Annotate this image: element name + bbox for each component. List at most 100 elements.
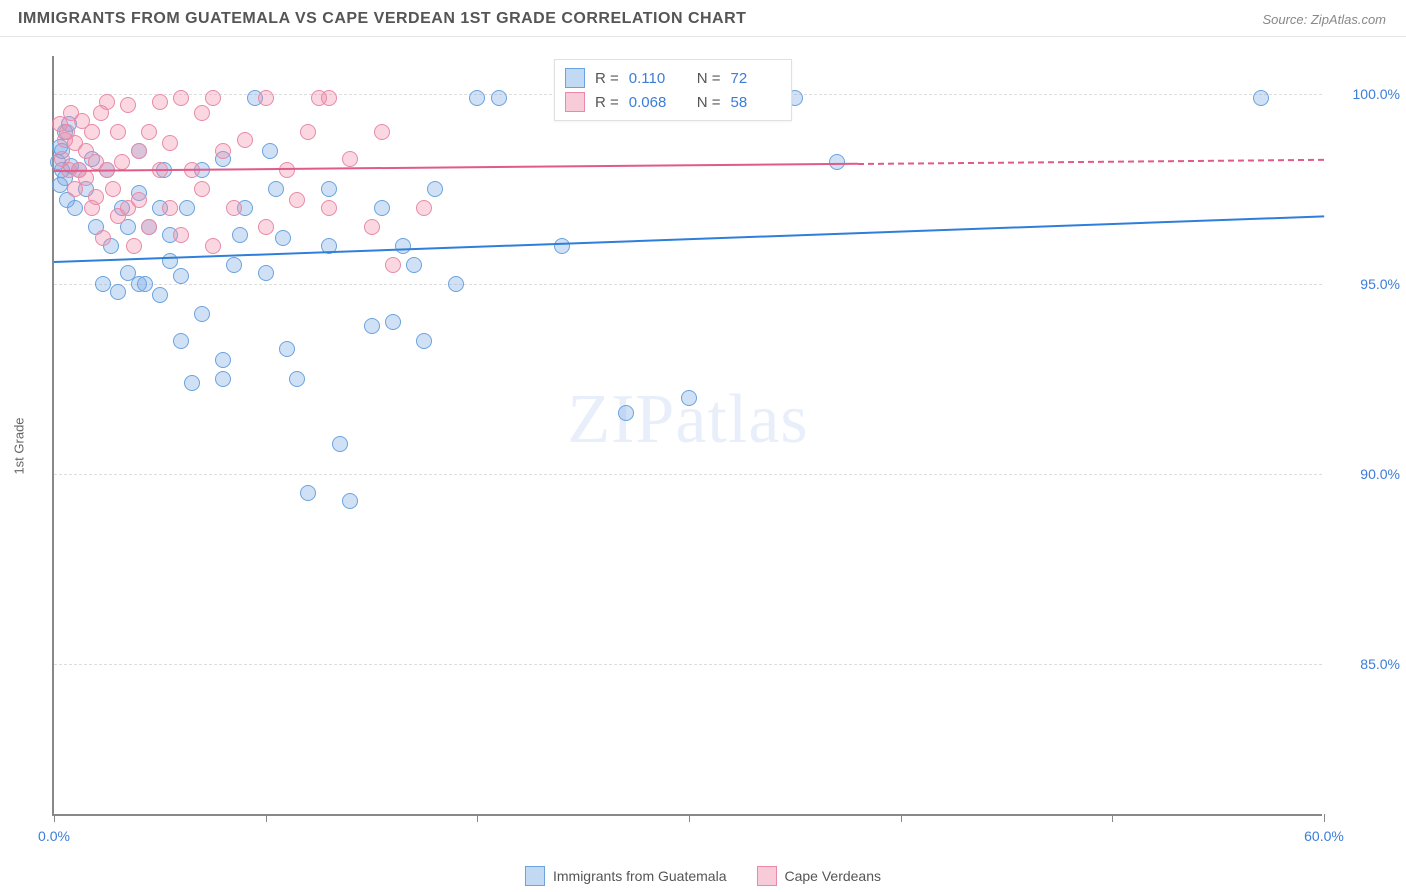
data-point bbox=[162, 200, 178, 216]
data-point bbox=[416, 333, 432, 349]
stat-r-label: R = bbox=[595, 70, 619, 87]
data-point bbox=[114, 154, 130, 170]
data-point bbox=[173, 333, 189, 349]
data-point bbox=[205, 90, 221, 106]
data-point bbox=[385, 257, 401, 273]
data-point bbox=[364, 318, 380, 334]
data-point bbox=[194, 105, 210, 121]
data-point bbox=[275, 230, 291, 246]
data-point bbox=[194, 181, 210, 197]
data-point bbox=[215, 371, 231, 387]
data-point bbox=[95, 276, 111, 292]
x-tick bbox=[1112, 814, 1113, 822]
stats-swatch-icon bbox=[565, 92, 585, 112]
data-point bbox=[258, 265, 274, 281]
data-point bbox=[321, 200, 337, 216]
x-tick-label: 0.0% bbox=[38, 828, 70, 844]
data-point bbox=[215, 352, 231, 368]
chart-header: IMMIGRANTS FROM GUATEMALA VS CAPE VERDEA… bbox=[0, 0, 1406, 37]
data-point bbox=[179, 200, 195, 216]
data-point bbox=[137, 276, 153, 292]
data-point bbox=[618, 405, 634, 421]
y-axis-label: 1st Grade bbox=[12, 417, 27, 474]
gridline bbox=[54, 664, 1322, 665]
data-point bbox=[99, 94, 115, 110]
data-point bbox=[300, 124, 316, 140]
stat-r-value: 0.068 bbox=[629, 94, 679, 111]
data-point bbox=[173, 227, 189, 243]
legend-item-capeverdean: Cape Verdeans bbox=[756, 866, 881, 886]
y-tick-label: 85.0% bbox=[1330, 656, 1400, 672]
data-point bbox=[554, 238, 570, 254]
data-point bbox=[332, 436, 348, 452]
trend-line bbox=[54, 163, 858, 172]
data-point bbox=[131, 143, 147, 159]
data-point bbox=[152, 94, 168, 110]
data-point bbox=[258, 219, 274, 235]
data-point bbox=[364, 219, 380, 235]
data-point bbox=[374, 124, 390, 140]
data-point bbox=[215, 143, 231, 159]
data-point bbox=[141, 219, 157, 235]
x-tick bbox=[1324, 814, 1325, 822]
stats-row: R =0.110N =72 bbox=[565, 66, 781, 90]
stats-swatch-icon bbox=[565, 68, 585, 88]
data-point bbox=[131, 192, 147, 208]
stat-n-label: N = bbox=[697, 70, 721, 87]
scatter-chart: ZIPatlas 85.0%90.0%95.0%100.0%0.0%60.0%R… bbox=[52, 56, 1322, 816]
legend-bottom: Immigrants from Guatemala Cape Verdeans bbox=[525, 866, 881, 886]
trend-line-dashed bbox=[858, 159, 1324, 165]
stats-row: R =0.068N =58 bbox=[565, 90, 781, 114]
data-point bbox=[427, 181, 443, 197]
data-point bbox=[416, 200, 432, 216]
legend-label: Immigrants from Guatemala bbox=[553, 868, 727, 884]
stat-n-value: 58 bbox=[731, 94, 781, 111]
data-point bbox=[374, 200, 390, 216]
gridline bbox=[54, 474, 1322, 475]
legend-swatch-icon bbox=[525, 866, 545, 886]
data-point bbox=[205, 238, 221, 254]
y-tick-label: 90.0% bbox=[1330, 466, 1400, 482]
data-point bbox=[194, 306, 210, 322]
data-point bbox=[1253, 90, 1269, 106]
data-point bbox=[110, 284, 126, 300]
data-point bbox=[232, 227, 248, 243]
data-point bbox=[491, 90, 507, 106]
data-point bbox=[184, 375, 200, 391]
gridline bbox=[54, 284, 1322, 285]
data-point bbox=[395, 238, 411, 254]
data-point bbox=[448, 276, 464, 292]
data-point bbox=[162, 253, 178, 269]
data-point bbox=[67, 200, 83, 216]
y-tick-label: 95.0% bbox=[1330, 276, 1400, 292]
x-tick-label: 60.0% bbox=[1304, 828, 1344, 844]
data-point bbox=[262, 143, 278, 159]
data-point bbox=[226, 257, 242, 273]
data-point bbox=[342, 493, 358, 509]
data-point bbox=[300, 485, 316, 501]
data-point bbox=[237, 132, 253, 148]
x-tick bbox=[901, 814, 902, 822]
data-point bbox=[681, 390, 697, 406]
data-point bbox=[105, 181, 121, 197]
data-point bbox=[126, 238, 142, 254]
data-point bbox=[110, 124, 126, 140]
data-point bbox=[52, 177, 68, 193]
x-tick bbox=[54, 814, 55, 822]
legend-label: Cape Verdeans bbox=[784, 868, 881, 884]
x-tick bbox=[477, 814, 478, 822]
data-point bbox=[321, 90, 337, 106]
y-tick-label: 100.0% bbox=[1330, 86, 1400, 102]
data-point bbox=[78, 170, 94, 186]
data-point bbox=[279, 341, 295, 357]
chart-source: Source: ZipAtlas.com bbox=[1262, 12, 1386, 27]
legend-item-guatemala: Immigrants from Guatemala bbox=[525, 866, 727, 886]
data-point bbox=[120, 97, 136, 113]
data-point bbox=[279, 162, 295, 178]
x-tick bbox=[689, 814, 690, 822]
data-point bbox=[385, 314, 401, 330]
data-point bbox=[406, 257, 422, 273]
data-point bbox=[141, 124, 157, 140]
chart-title: IMMIGRANTS FROM GUATEMALA VS CAPE VERDEA… bbox=[18, 10, 746, 28]
data-point bbox=[173, 268, 189, 284]
